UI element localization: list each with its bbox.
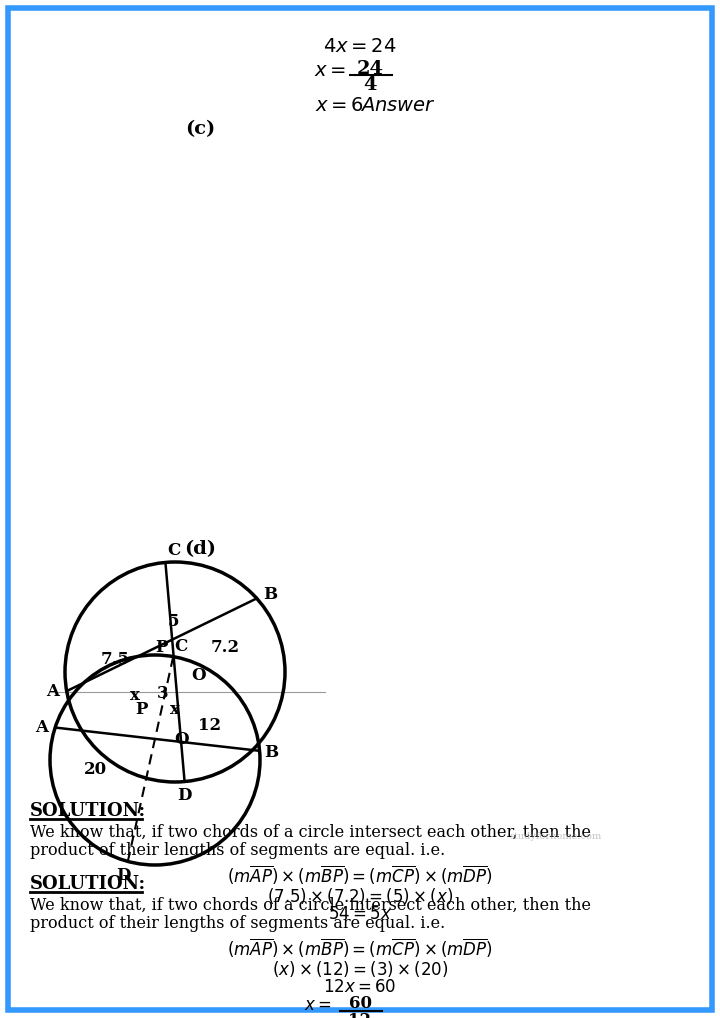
Text: 12: 12: [199, 717, 222, 734]
Text: A: A: [35, 719, 48, 736]
Text: 60: 60: [348, 995, 372, 1012]
Text: $(m\overline{AP}) \times (m\overline{BP}) = (m\overline{CP}) \times (m\overline{: $(m\overline{AP}) \times (m\overline{BP}…: [227, 937, 493, 960]
Text: product of their lengths of segments are equal. i.e.: product of their lengths of segments are…: [30, 842, 445, 859]
Text: D: D: [117, 867, 131, 884]
Text: (d): (d): [184, 540, 216, 558]
Text: $Answer$: $Answer$: [360, 97, 436, 115]
Text: $(x) \times (12) = (3) \times (20)$: $(x) \times (12) = (3) \times (20)$: [271, 959, 449, 979]
Text: We know that, if two chords of a circle intersect each other, then the: We know that, if two chords of a circle …: [30, 824, 591, 841]
Text: product of their lengths of segments are equal. i.e.: product of their lengths of segments are…: [30, 915, 445, 932]
Text: C: C: [167, 542, 180, 559]
Text: A: A: [46, 683, 59, 699]
Text: 3: 3: [157, 684, 168, 701]
Text: $(m\overline{AP}) \times (m\overline{BP}) = (m\overline{CP}) \times (m\overline{: $(m\overline{AP}) \times (m\overline{BP}…: [227, 864, 493, 887]
Text: 5: 5: [167, 614, 179, 630]
Text: P: P: [135, 701, 147, 719]
Text: D: D: [177, 787, 192, 804]
Text: x: x: [130, 687, 140, 704]
Text: $x =$: $x =$: [314, 62, 346, 80]
Text: SOLUTION:: SOLUTION:: [30, 875, 146, 893]
Text: O: O: [192, 668, 207, 684]
Text: P: P: [155, 639, 167, 657]
Text: B: B: [264, 744, 279, 761]
Text: studyforhome.com: studyforhome.com: [510, 832, 602, 841]
Text: x: x: [170, 701, 180, 719]
Text: 7.5: 7.5: [101, 652, 130, 669]
Text: SOLUTION:: SOLUTION:: [30, 802, 146, 821]
Text: 7.2: 7.2: [210, 639, 240, 657]
Text: 12: 12: [348, 1012, 372, 1018]
Text: $54 = 5x$: $54 = 5x$: [328, 906, 392, 923]
Text: 20: 20: [84, 761, 107, 779]
Text: O: O: [175, 732, 189, 748]
Text: B: B: [264, 586, 278, 603]
Text: $x =$: $x =$: [304, 997, 332, 1014]
Text: (c): (c): [185, 120, 215, 138]
Text: $4x = 24$: $4x = 24$: [323, 38, 397, 56]
Text: $x = 6$: $x = 6$: [315, 97, 364, 115]
Text: $(7.5) \times (7.2) = (5) \times (x)$: $(7.5) \times (7.2) = (5) \times (x)$: [267, 886, 453, 906]
Text: C: C: [175, 638, 188, 656]
Text: 4: 4: [364, 76, 377, 94]
Text: $12x = 60$: $12x = 60$: [323, 979, 397, 996]
Text: We know that, if two chords of a circle intersect each other, then the: We know that, if two chords of a circle …: [30, 897, 591, 914]
Text: 24: 24: [356, 60, 384, 78]
